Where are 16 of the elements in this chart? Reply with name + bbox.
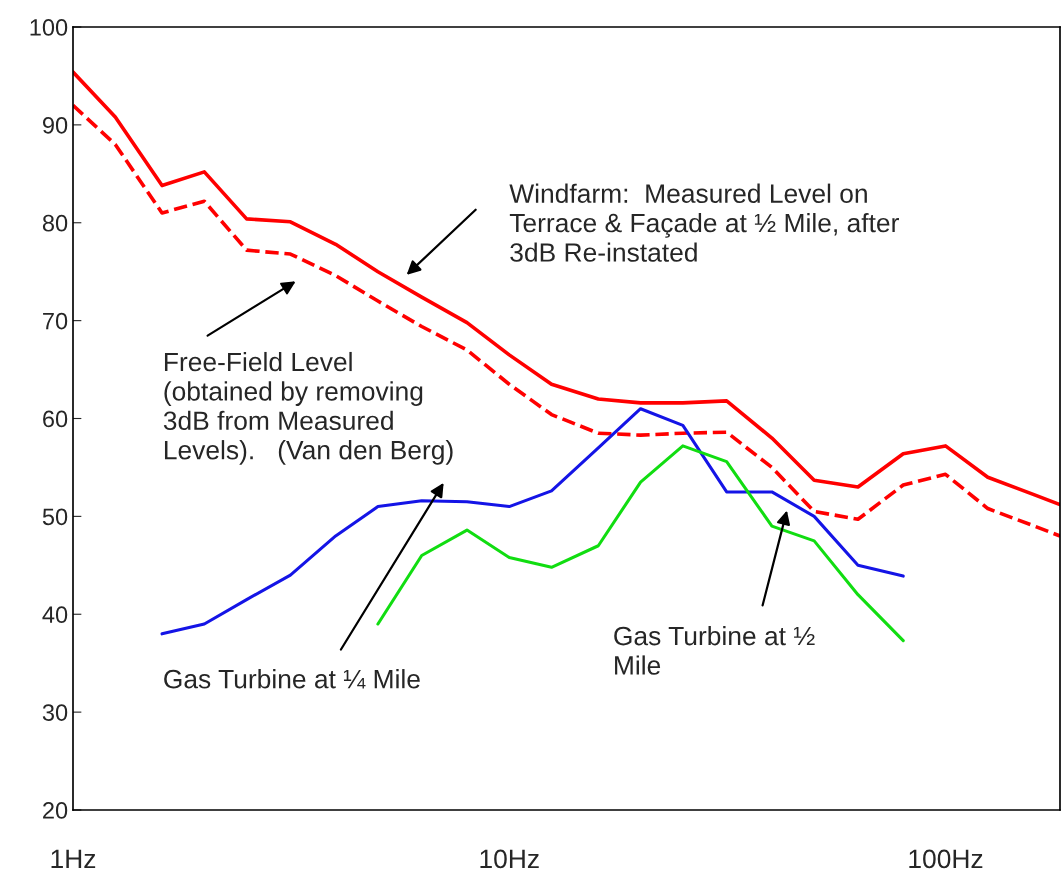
y-tick-label: 20 <box>43 802 68 819</box>
annotation: Windfarm: Measured Level on Terrace & Façade at ½ Mile, after 3dB Re-instated <box>509 183 899 262</box>
y-tick-label: 100 <box>30 19 68 36</box>
y-tick-label: 60 <box>43 410 68 428</box>
annotation: Gas Turbine at ¼ Mile <box>164 669 420 689</box>
y-tick-label: 50 <box>42 508 68 526</box>
x-tick-label: 10Hz <box>480 849 539 869</box>
x-tick-label: 100Hz <box>909 849 983 869</box>
y-tick-label: 30 <box>42 704 68 721</box>
y-tick-label: 90 <box>42 116 68 134</box>
x-tick-label: 1Hz <box>51 849 96 869</box>
y-tick-label: 80 <box>42 214 68 232</box>
y-tick-label: 40 <box>42 606 68 624</box>
annotation: Free-Field Level (obtained by removing 3dB from Measured Levels). (Van den Berg) <box>163 351 453 465</box>
annotation: Gas Turbine at ½ Mile <box>614 625 815 675</box>
y-tick-label: 70 <box>43 312 68 330</box>
